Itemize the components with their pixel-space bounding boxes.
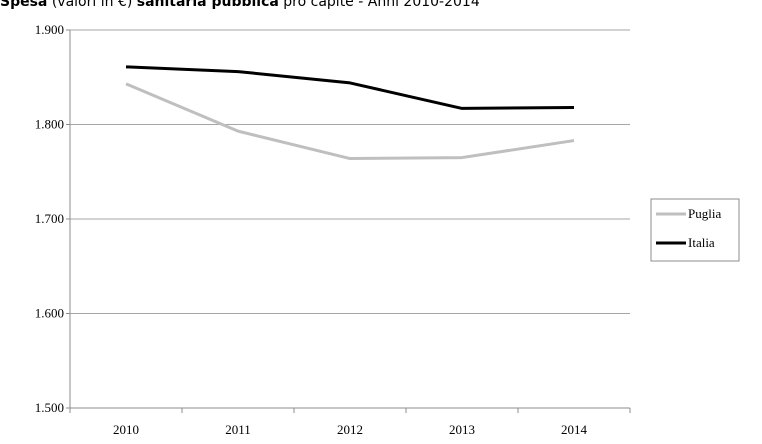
title-part-4: pro capite - Anni 2010-2014: [278, 0, 480, 10]
title-part-1: Spesa: [0, 0, 48, 10]
series-line-puglia: [125, 82, 575, 161]
title-part-2: (valori in €): [47, 0, 137, 10]
axes: [66, 29, 631, 413]
title-part-3: sanitaria pubblica: [136, 0, 279, 10]
y-tick-label: 1.500: [35, 400, 64, 415]
gridlines: [70, 29, 630, 314]
x-tick-label: 2011: [225, 422, 251, 437]
legend-label-puglia: Puglia: [688, 206, 721, 221]
legend-label-italia: Italia: [688, 235, 715, 250]
legend-box: [650, 198, 740, 262]
y-tick-label: 1.800: [35, 117, 64, 132]
x-tick-label: 2012: [337, 422, 363, 437]
x-tick-labels: 2010 2011 2012 2013 2014: [113, 422, 588, 437]
y-tick-label: 1.900: [35, 22, 64, 37]
y-tick-label: 1.600: [35, 306, 64, 321]
series-lines: [125, 65, 575, 161]
x-tick-label: 2014: [561, 422, 588, 437]
y-tick-label: 1.700: [35, 211, 64, 226]
y-tick-labels: 1.500 1.600 1.700 1.800 1.900: [35, 22, 64, 415]
x-tick-label: 2013: [449, 422, 475, 437]
chart-title: Spesa (valori in €) sanitaria pubblica p…: [0, 0, 762, 12]
legend: Puglia Italia: [650, 198, 740, 262]
series-line-italia: [125, 65, 575, 110]
x-tick-label: 2010: [113, 422, 139, 437]
